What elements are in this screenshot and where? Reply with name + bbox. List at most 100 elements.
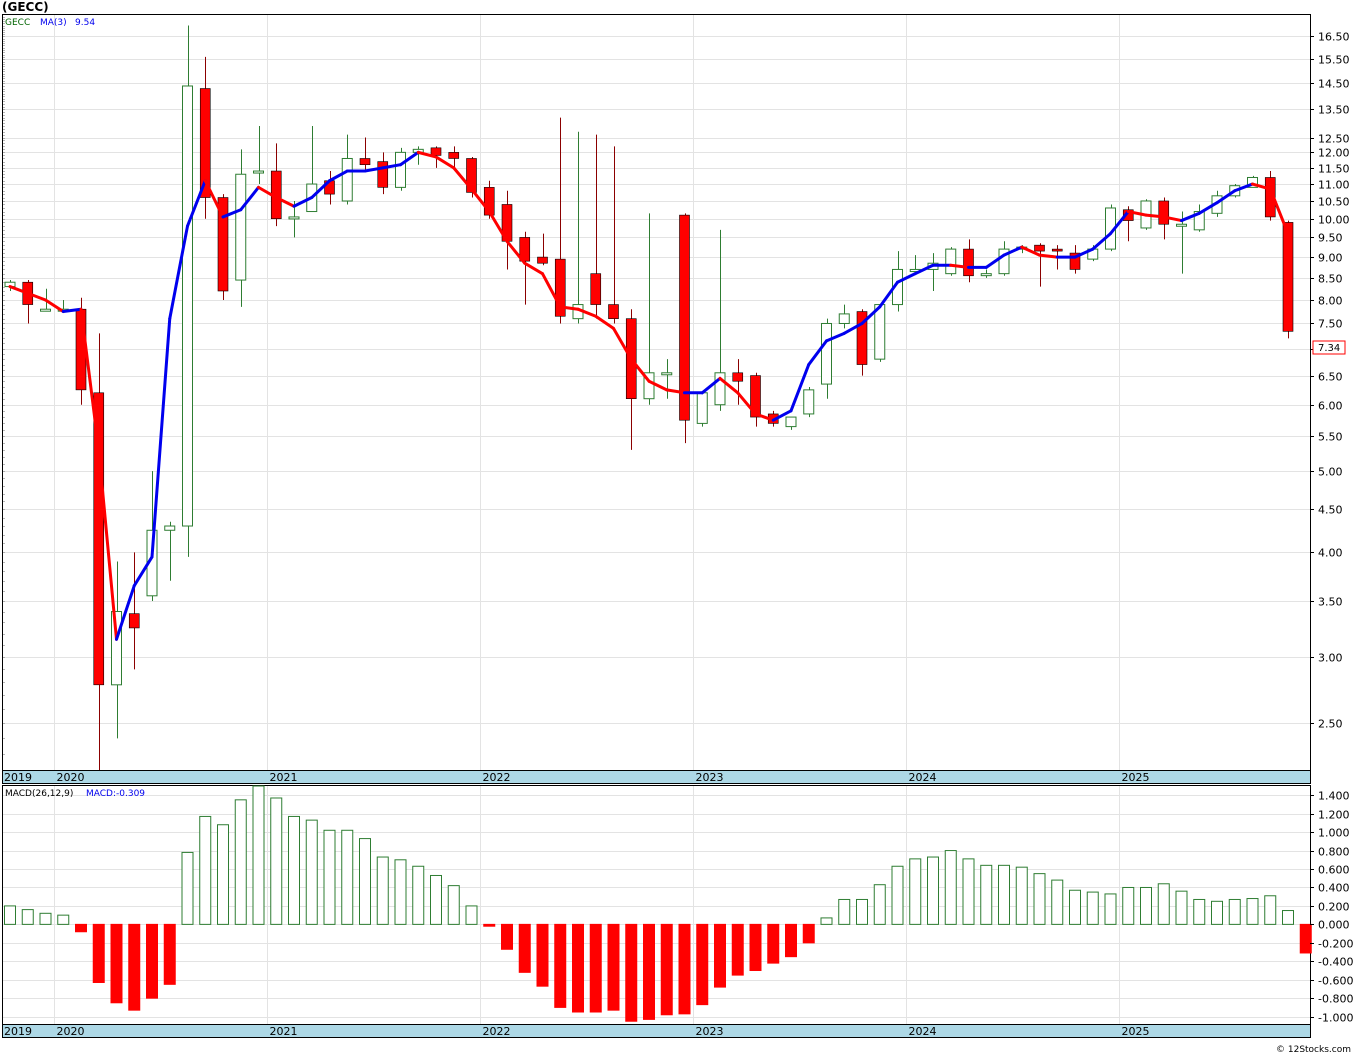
ma-segment: [1162, 215, 1183, 223]
macd-bar: [589, 923, 602, 1013]
candle: [395, 147, 406, 191]
candle: [732, 359, 744, 405]
ma-line-series: [8, 150, 1290, 641]
ma-segment: [1233, 182, 1254, 193]
watermark: © 12Stocks.com: [1276, 1045, 1351, 1055]
ma-segment: [541, 272, 562, 309]
macd-bar: [1140, 886, 1152, 925]
macd-bar: [323, 829, 336, 925]
macd-bar: [856, 898, 868, 925]
candle-body: [199, 88, 211, 198]
macd-bar: [305, 819, 318, 925]
ma-segment: [97, 448, 118, 641]
macd-tick-label: 1.000: [1318, 827, 1350, 840]
macd-bar: [447, 885, 460, 925]
macd-y-axis: -1.000 -0.800 -0.600 -0.400 -0.200 0.000 0.200…: [1310, 790, 1353, 1025]
candle-body: [235, 173, 247, 281]
candle-body: [838, 313, 850, 324]
candle: [679, 213, 690, 444]
ma-segment: [186, 179, 207, 228]
ma-segment: [1126, 210, 1148, 217]
macd-bar: [838, 898, 851, 925]
candle-body: [164, 525, 176, 531]
macd-tick-label: 1.400: [1318, 790, 1350, 803]
macd-bar: [660, 923, 673, 1016]
candle-body: [359, 158, 371, 166]
price-x-label: 2019: [4, 771, 32, 784]
price-tick-label: 6.50: [1318, 371, 1343, 384]
price-legend-symbol: GECC: [5, 18, 30, 28]
price-tick-label: 13.50: [1318, 104, 1350, 117]
candle-body: [1122, 209, 1134, 221]
candle-body: [448, 152, 460, 159]
price-x-label: 2024: [909, 771, 937, 784]
price-tick-label: 16.50: [1318, 31, 1350, 44]
macd-bar: [1051, 879, 1064, 925]
macd-bar: [998, 864, 1010, 925]
macd-bar: [57, 914, 70, 925]
macd-x-label: 2024: [909, 1025, 937, 1038]
ma-segment: [505, 239, 527, 265]
ma-segment: [1109, 210, 1130, 236]
candle: [750, 372, 761, 427]
price-tick-label: 6.00: [1318, 400, 1343, 413]
candle-body: [1247, 176, 1258, 188]
macd-bar: [731, 923, 744, 976]
candle-body: [483, 187, 495, 216]
macd-bar: [1122, 886, 1135, 925]
candle: [341, 134, 353, 205]
ma-segment: [26, 291, 47, 302]
price-tick-label: 3.50: [1318, 596, 1343, 609]
price-tick-label: 12.00: [1318, 147, 1350, 160]
macd-x-label: 2019: [4, 1025, 32, 1038]
macd-bar: [678, 923, 691, 1015]
macd-bar: [873, 884, 886, 925]
macd-tick-label: 0.600: [1318, 864, 1350, 877]
ma-segment: [1091, 232, 1112, 251]
price-tick-label: 3.00: [1318, 652, 1343, 665]
ma-segment: [381, 163, 402, 170]
macd-x-label: 2020: [57, 1025, 85, 1038]
ma-segment: [310, 179, 331, 200]
price-year-gridlines: [54, 15, 1120, 770]
ma-segment: [150, 317, 172, 559]
candle: [111, 561, 122, 739]
ma-segment: [700, 376, 722, 395]
candle-body: [75, 308, 87, 391]
candle: [838, 304, 850, 329]
macd-x-label: 2025: [1122, 1025, 1150, 1038]
macd-bar: [909, 858, 922, 925]
candle: [874, 304, 886, 362]
macd-bar: [75, 923, 87, 933]
candle-body: [980, 273, 992, 277]
ma-segment: [523, 261, 544, 276]
candle-body: [803, 389, 815, 415]
macd-bar: [252, 785, 265, 925]
candle-body: [714, 372, 726, 406]
ma-segment: [629, 357, 651, 383]
ma-segment: [558, 305, 580, 311]
ma-segment: [470, 187, 491, 214]
ma-segment: [789, 363, 811, 413]
ma-segment: [1197, 201, 1219, 215]
candle: [182, 25, 193, 557]
candle: [608, 146, 619, 324]
candle: [1282, 220, 1294, 339]
candle-body: [998, 248, 1010, 275]
candle-body: [1034, 244, 1045, 252]
macd-tick-label: -1.000: [1318, 1012, 1353, 1025]
ma-segment: [434, 155, 456, 170]
macd-bar: [802, 923, 815, 944]
candle: [199, 56, 211, 219]
macd-bar: [554, 923, 567, 1008]
ma-segment: [487, 210, 509, 243]
candle-body: [40, 308, 51, 312]
candle: [1034, 243, 1045, 287]
price-tick-label: 11.50: [1318, 163, 1350, 176]
ma-segment: [665, 388, 686, 395]
ma-segment: [771, 409, 793, 422]
macd-tick-label: -0.200: [1318, 938, 1353, 951]
ma-segment: [842, 321, 864, 335]
price-x-label: 2020: [57, 771, 85, 784]
